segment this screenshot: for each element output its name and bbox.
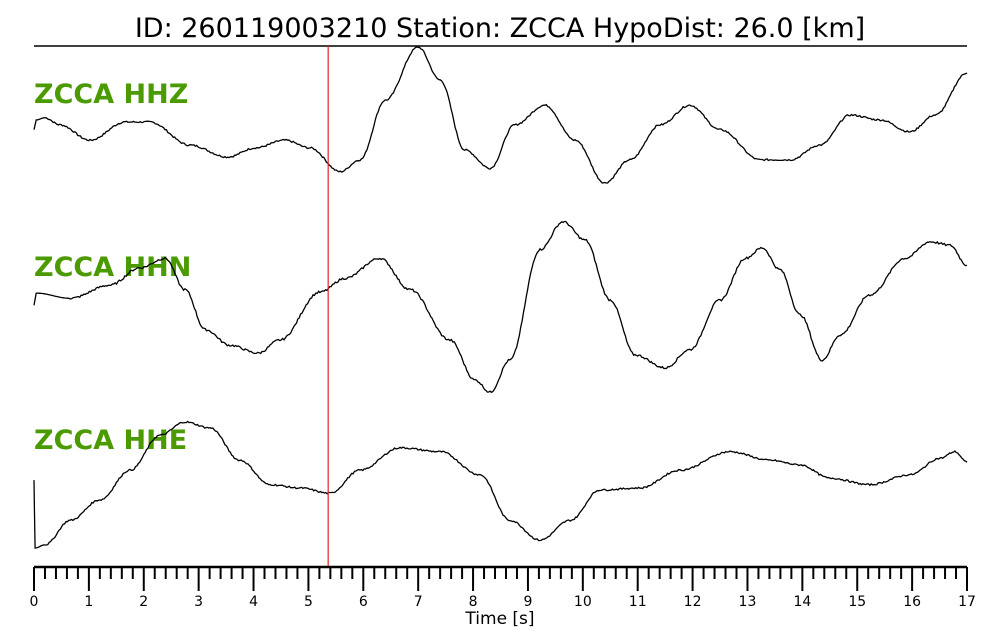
x-tick-label: 16 bbox=[903, 594, 921, 610]
x-tick-label: 6 bbox=[359, 594, 368, 610]
trace-label: ZCCA HHE bbox=[34, 425, 187, 456]
trace-label: ZCCA HHN bbox=[34, 252, 191, 283]
x-tick-label: 7 bbox=[414, 594, 423, 610]
x-tick-label: 14 bbox=[793, 594, 811, 610]
trace-hhn bbox=[33, 220, 968, 394]
x-axis-label: Time [s] bbox=[464, 609, 534, 629]
x-tick-label: 9 bbox=[523, 594, 532, 610]
trace-hhe bbox=[33, 420, 968, 549]
x-tick-label: 12 bbox=[684, 594, 702, 610]
x-tick-label: 11 bbox=[629, 594, 647, 610]
x-tick-label: 1 bbox=[84, 594, 93, 610]
x-tick-label: 5 bbox=[304, 594, 313, 610]
x-tick-label: 13 bbox=[739, 594, 757, 610]
chart-title: ID: 260119003210 Station: ZCCA HypoDist:… bbox=[135, 13, 865, 44]
trace-hhz bbox=[33, 46, 968, 184]
x-tick-label: 0 bbox=[30, 594, 39, 610]
x-tick-label: 2 bbox=[139, 594, 148, 610]
x-tick-label: 8 bbox=[469, 594, 478, 610]
trace-label: ZCCA HHZ bbox=[34, 79, 188, 110]
x-tick-label: 10 bbox=[574, 594, 592, 610]
x-tick-label: 3 bbox=[194, 594, 203, 610]
x-tick-label: 4 bbox=[249, 594, 258, 610]
x-tick-label: 17 bbox=[958, 594, 976, 610]
x-tick-label: 15 bbox=[848, 594, 866, 610]
